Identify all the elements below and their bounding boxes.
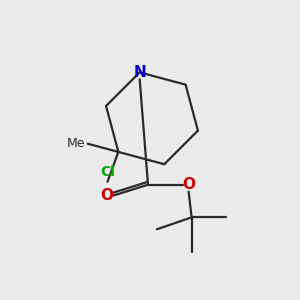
Text: Cl: Cl xyxy=(100,165,115,179)
Text: O: O xyxy=(182,177,195,192)
Text: O: O xyxy=(100,188,113,203)
Text: Me: Me xyxy=(66,137,85,150)
Text: N: N xyxy=(133,65,146,80)
